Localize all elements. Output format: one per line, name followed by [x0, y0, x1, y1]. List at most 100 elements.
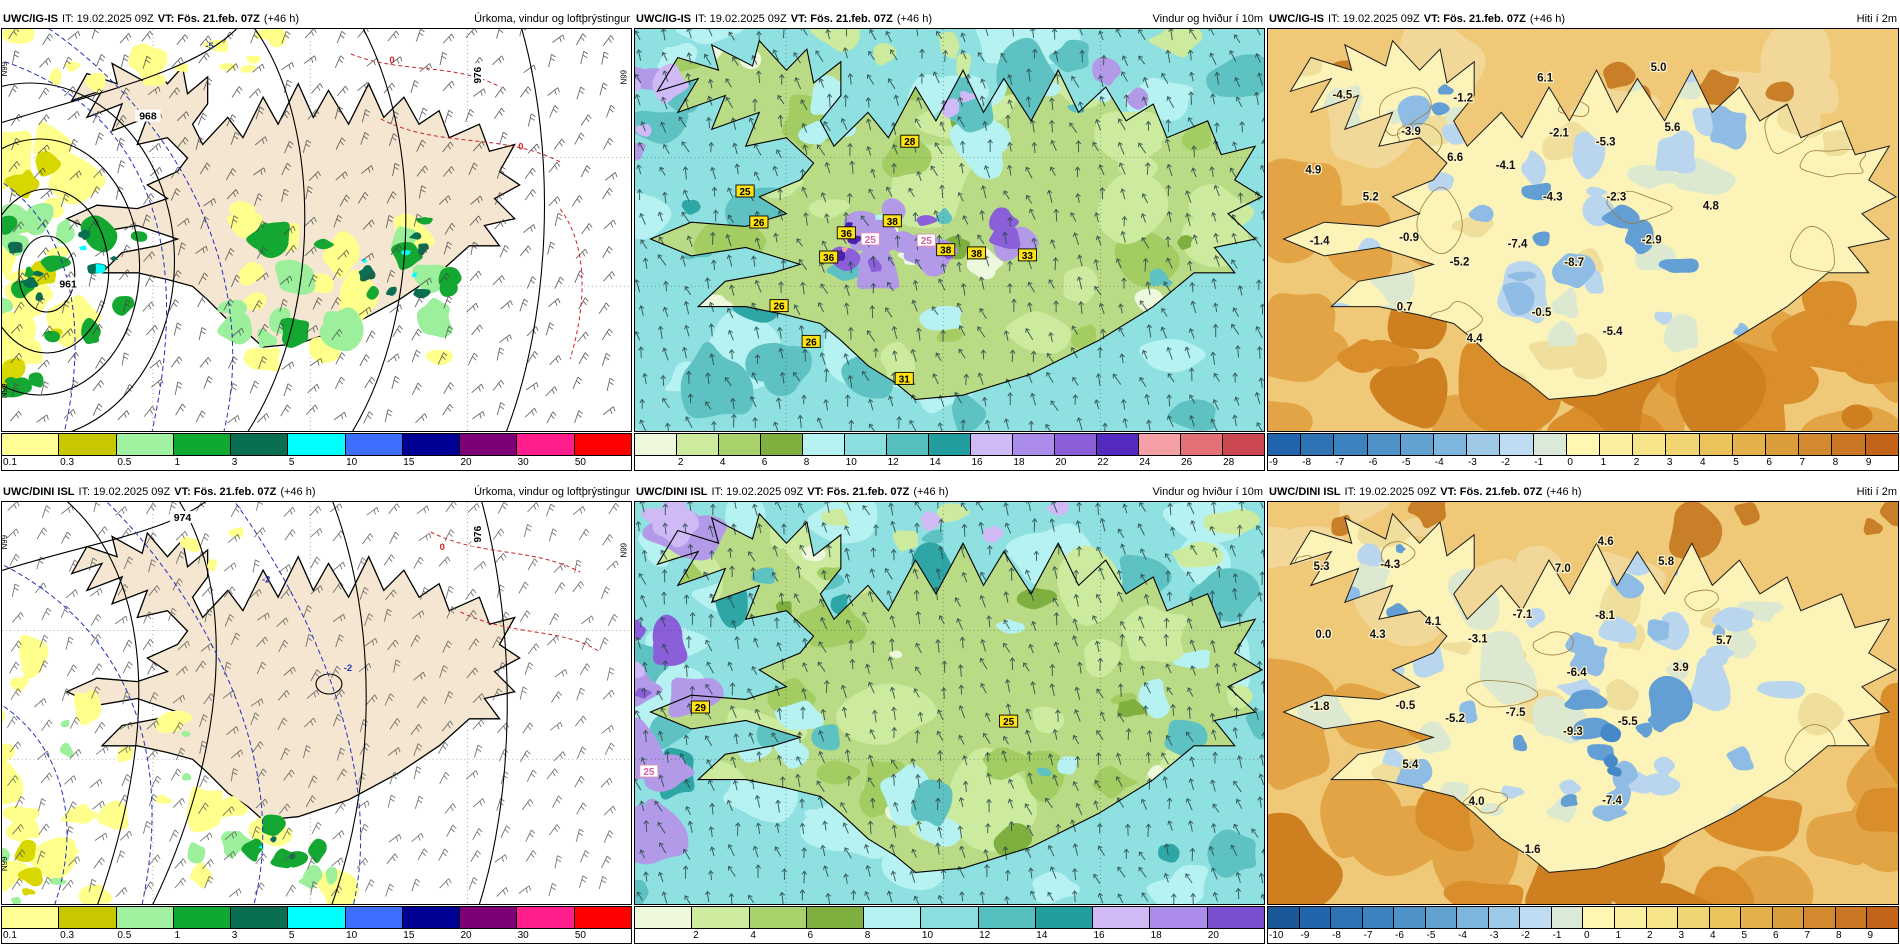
colorbar-tick: 20 — [460, 930, 472, 941]
colorbar-cell — [692, 907, 750, 928]
colorbar-tick: 1 — [174, 457, 181, 468]
colorbar-tick: 18 — [1150, 930, 1162, 941]
run-time: IT: 19.02.2025 09Z — [1344, 486, 1437, 498]
svg-text:-5.5: -5.5 — [1618, 716, 1638, 728]
colorbar-tick: -1 — [1534, 457, 1544, 468]
svg-text:25: 25 — [643, 767, 655, 778]
run-info: UWC/IG-IS IT: 19.02.2025 09Z VT: Fös. 21.f… — [1269, 13, 1569, 25]
svg-text:38: 38 — [971, 249, 983, 260]
svg-text:26: 26 — [753, 218, 765, 229]
colorbar-tick: 8 — [864, 930, 871, 941]
colorbar-ticks: 2 4 6 8 10 12 14 16 18 20 — [635, 929, 1264, 943]
colorbar-cell — [288, 907, 346, 928]
colorbar-cell — [1741, 907, 1773, 928]
svg-text:25: 25 — [1003, 717, 1015, 728]
colorbar-cell — [1766, 434, 1800, 455]
colorbar-tick: 20 — [1207, 930, 1219, 941]
colorbar-legend: 0.1 0.3 0.5 1 3 5 10 15 20 30 50 — [1, 906, 632, 944]
svg-text:N99: N99 — [2, 856, 9, 871]
colorbar-tick: 0 — [1584, 930, 1590, 941]
panel-header: UWC/DINI ISL IT: 19.02.2025 09Z VT: Fös. 2… — [633, 483, 1266, 501]
lead-time: (+46 h) — [263, 13, 299, 25]
colorbar-cell — [677, 434, 719, 455]
model-name: UWC/DINI ISL — [1269, 486, 1341, 498]
colorbar-tick: 4 — [1710, 930, 1716, 941]
svg-text:0: 0 — [440, 542, 445, 553]
colorbar-tick: 1 — [1600, 457, 1607, 468]
run-time: IT: 19.02.2025 09Z — [1328, 13, 1420, 25]
run-time: IT: 19.02.2025 09Z — [62, 13, 154, 25]
valid-time: VT: Fös. 21.feb. 07Z — [790, 13, 893, 25]
run-info: UWC/DINI ISL IT: 19.02.2025 09Z VT: Fös. 2… — [3, 486, 320, 498]
colorbar-cell — [1520, 907, 1552, 928]
colorbar-tick: 7 — [1804, 930, 1811, 941]
map-svg: 974 976 -2 -2 0 N99 N99 N99 — [2, 502, 631, 904]
colorbar-cell — [1551, 907, 1584, 928]
svg-text:968: 968 — [139, 112, 157, 123]
svg-text:0.7: 0.7 — [1397, 301, 1413, 313]
colorbar-tick: 4 — [1700, 457, 1706, 468]
colorbar-cell — [402, 434, 461, 455]
svg-text:38: 38 — [940, 246, 952, 257]
svg-text:976: 976 — [473, 66, 484, 83]
colorbar-cell — [517, 434, 575, 455]
svg-text:25: 25 — [921, 236, 933, 247]
colorbar-cell — [887, 434, 929, 455]
colorbar-tick: 5 — [288, 457, 295, 468]
valid-time: VT: Fös. 21.feb. 07Z — [157, 13, 260, 25]
colorbar-tick: 14 — [929, 457, 941, 468]
svg-text:7.0: 7.0 — [1555, 563, 1571, 575]
colorbar-tick: -3 — [1467, 457, 1477, 468]
map-svg: 5.3 -4.3 4.6 7.0 5.8 -7.1 -8.1 4.1 0.0 4.3 -3.1 5.7… — [1268, 502, 1898, 904]
colorbar-cell — [1467, 434, 1501, 455]
colorbar-tick: -10 — [1269, 930, 1284, 941]
colorbar-tick: 16 — [971, 457, 983, 468]
weather-map: 961 968 976 0 0 -5 N99 N99 N99 — [1, 28, 632, 432]
svg-text:38: 38 — [887, 217, 899, 228]
colorbar-tick: 22 — [1097, 457, 1109, 468]
colorbar-tick: 50 — [574, 457, 586, 468]
product-name: Vindur og hviður í 10m — [1152, 486, 1263, 498]
colorbar-tick: 8 — [1832, 457, 1839, 468]
svg-text:28: 28 — [904, 137, 916, 148]
colorbar-cell — [574, 434, 631, 455]
run-time: IT: 19.02.2025 09Z — [695, 13, 787, 25]
svg-text:25: 25 — [865, 235, 877, 246]
colorbar-cell — [1223, 434, 1264, 455]
panel-r2c3-temp: UWC/DINI ISL IT: 19.02.2025 09Z VT: Fös. 2… — [1266, 483, 1900, 944]
colorbar-cell — [1732, 434, 1767, 455]
svg-text:0: 0 — [389, 55, 394, 66]
svg-text:-7.5: -7.5 — [1506, 707, 1526, 719]
colorbar-tick: 30 — [517, 457, 529, 468]
colorbar-cell — [1457, 907, 1489, 928]
svg-text:3.9: 3.9 — [1673, 662, 1689, 674]
colorbar-tick: 2 — [693, 930, 699, 941]
colorbar-cell — [1093, 907, 1151, 928]
map-svg: 29 25 25 — [635, 502, 1264, 904]
colorbar-cell — [1299, 907, 1332, 928]
run-info: UWC/IG-IS IT: 19.02.2025 09Z VT: Fös. 21.f… — [3, 13, 303, 25]
colorbar-cell — [978, 907, 1036, 928]
lead-time: (+46 h) — [1546, 486, 1582, 498]
colorbar-cell — [1334, 434, 1368, 455]
colorbar-cell — [1709, 907, 1742, 928]
svg-text:0.0: 0.0 — [1315, 629, 1331, 641]
colorbar-cell — [635, 434, 677, 455]
svg-text:-7.1: -7.1 — [1513, 609, 1533, 621]
svg-text:5.4: 5.4 — [1402, 759, 1419, 771]
lead-time: (+46 h) — [913, 486, 949, 498]
valid-time: VT: Fös. 21.feb. 07Z — [807, 486, 910, 498]
colorbar-ticks: 2 4 6 8 10 12 14 16 18 20 22 24 26 28 — [635, 456, 1264, 470]
colorbar-tick: 4 — [750, 930, 756, 941]
colorbar-tick: -6 — [1368, 457, 1378, 468]
svg-text:4.0: 4.0 — [1469, 796, 1485, 808]
svg-text:-5.2: -5.2 — [1445, 713, 1465, 725]
panel-r2c1-precip: UWC/DINI ISL IT: 19.02.2025 09Z VT: Fös. 2… — [0, 483, 633, 944]
colorbar-cell — [864, 907, 922, 928]
svg-text:974: 974 — [174, 513, 192, 524]
colorbar-cell — [1301, 434, 1335, 455]
svg-text:961: 961 — [59, 279, 77, 290]
svg-text:N99: N99 — [2, 383, 9, 398]
colorbar-cell — [2, 434, 60, 455]
colorbar-cell — [1583, 907, 1616, 928]
